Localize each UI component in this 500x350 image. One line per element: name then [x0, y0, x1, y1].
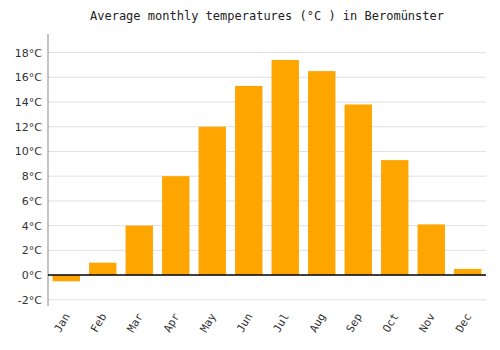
- x-tick-label: Jun: [234, 311, 255, 335]
- y-tick-labels: -2°C 0°C 2°C 4°C 6°C 8°C 10°C 12°C 14°C 16°C 18°C: [15, 47, 42, 307]
- y-axis-line: [48, 34, 49, 306]
- chart-container: Average monthly temperatures (°C ) in Be…: [0, 0, 500, 350]
- grid-line: [48, 200, 486, 201]
- grid-line: [48, 102, 486, 103]
- grid-line: [48, 151, 486, 152]
- grid-line: [48, 299, 486, 300]
- y-tick-label: 8°C: [22, 170, 42, 183]
- bar: [235, 86, 262, 275]
- bar: [162, 176, 189, 275]
- bar: [126, 226, 153, 275]
- grid-line: [48, 52, 486, 53]
- bar: [345, 104, 372, 275]
- bar: [199, 127, 226, 275]
- x-tick-labels: Jan Feb Mar Apr May Jun Jul Aug Sep Oct Nov Dec: [52, 311, 475, 335]
- y-tick-label: 14°C: [15, 96, 42, 109]
- x-tick-label: Aug: [307, 311, 328, 335]
- title: Average monthly temperatures (°C ) in Be…: [90, 9, 444, 23]
- bar: [454, 269, 481, 275]
- y-grid: [48, 53, 486, 300]
- bar: [53, 275, 80, 281]
- x-tick-label: Dec: [453, 311, 474, 335]
- x-tick-label: Oct: [380, 311, 401, 335]
- y-tick-label: -2°C: [18, 294, 42, 307]
- y-tick-label: 0°C: [22, 269, 42, 282]
- x-tick-label: Feb: [88, 311, 109, 335]
- y-tick-label: 10°C: [15, 145, 42, 158]
- x-tick-label: May: [198, 311, 219, 335]
- x-tick-label: Jan: [52, 311, 73, 335]
- x-tick-label: Mar: [125, 311, 146, 335]
- x-tick-label: Jul: [271, 311, 292, 335]
- x-tick-label: Nov: [417, 311, 438, 335]
- chart-svg: Average monthly temperatures (°C ) in Be…: [0, 0, 500, 350]
- bar: [418, 224, 445, 275]
- bars: [53, 60, 482, 281]
- bar: [381, 160, 408, 275]
- y-tick-label: 18°C: [15, 47, 42, 60]
- bar: [308, 71, 335, 275]
- y-tick-label: 12°C: [15, 121, 42, 134]
- grid-line: [48, 126, 486, 127]
- x-tick-label: Sep: [344, 311, 365, 335]
- y-tick-label: 2°C: [22, 244, 42, 257]
- grid-line: [48, 176, 486, 177]
- y-tick-label: 16°C: [15, 71, 42, 84]
- y-tick-label: 4°C: [22, 220, 42, 233]
- bar: [272, 60, 299, 275]
- grid-line: [48, 77, 486, 78]
- x-tick-label: Apr: [161, 311, 182, 335]
- bar: [89, 263, 116, 275]
- zero-line: [48, 274, 486, 276]
- y-tick-label: 6°C: [22, 195, 42, 208]
